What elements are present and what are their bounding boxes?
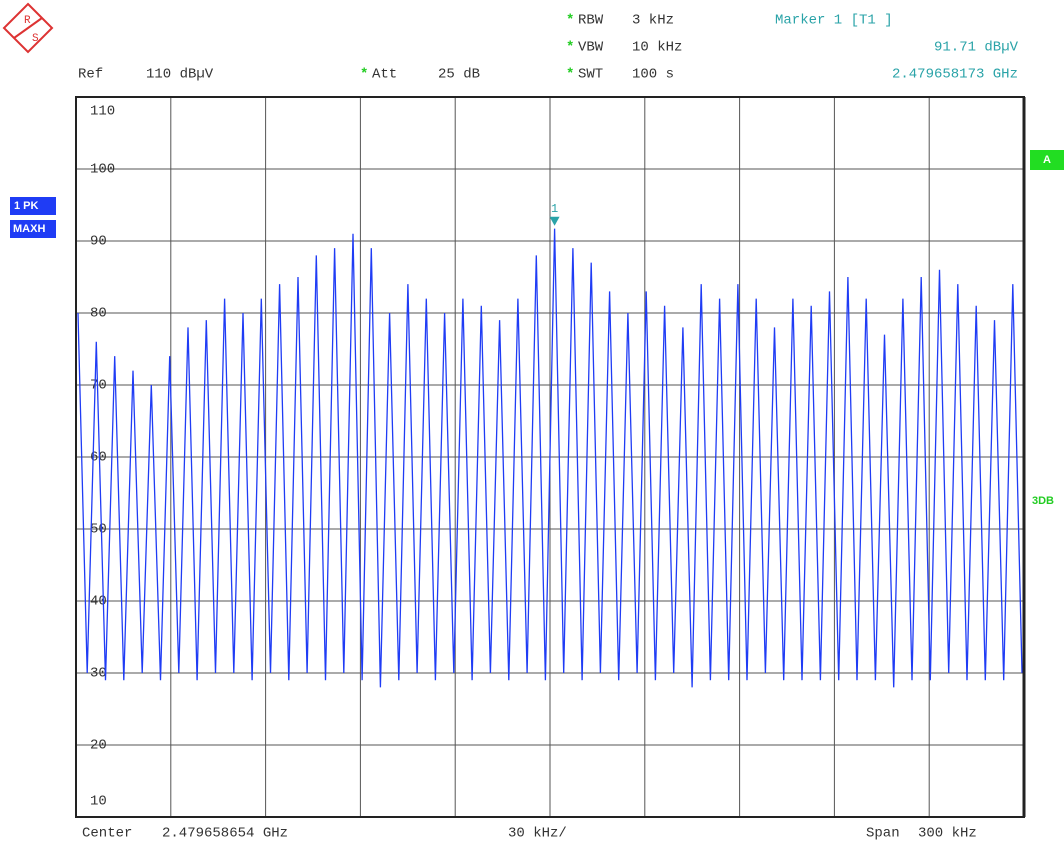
y-tick-label: 10 [90, 794, 107, 810]
mode-label: MAXH [13, 223, 45, 235]
trace-box [10, 197, 56, 215]
star: * [360, 67, 368, 83]
db-label: 3DB [1032, 495, 1054, 507]
y-tick-label: 40 [90, 594, 107, 610]
mode-box [10, 220, 56, 238]
star: * [566, 67, 574, 83]
y-tick-label: 100 [90, 162, 115, 178]
y-tick-label: 80 [90, 306, 107, 322]
vbw-value: 10 kHz [632, 40, 682, 56]
marker-level: 91.71 dBµV [934, 40, 1019, 56]
span-value: 300 kHz [918, 826, 977, 842]
rbw: RBW [578, 13, 604, 29]
trace [77, 228, 1023, 688]
center-value: 2.479658654 GHz [162, 826, 288, 842]
att-value: 25 dB [438, 67, 480, 83]
logo-s: S [32, 33, 39, 45]
star: * [566, 40, 574, 56]
y-tick-label: 60 [90, 450, 107, 466]
marker-number: 1 [551, 202, 558, 216]
y-tick-label: 110 [90, 104, 115, 120]
att: Att [372, 67, 397, 83]
ref: Ref [78, 67, 103, 83]
trace-label: 1 PK [14, 200, 39, 212]
y-tick-label: 20 [90, 738, 107, 754]
per-div: 30 kHz/ [508, 826, 567, 842]
rbw-value: 3 kHz [632, 13, 674, 29]
star: * [566, 13, 574, 29]
y-tick-label: 70 [90, 378, 107, 394]
vbw: VBW [578, 40, 604, 56]
marker [549, 216, 560, 226]
span: Span [866, 826, 900, 842]
y-tick-label: 30 [90, 666, 107, 682]
marker-title: Marker 1 [T1 ] [775, 13, 893, 29]
swt-value: 100 s [632, 67, 674, 83]
swt: SWT [578, 67, 603, 83]
logo-r: R [24, 15, 31, 27]
a-label: A [1043, 154, 1051, 166]
ref-value: 110 dBµV [146, 67, 214, 83]
a-box [1030, 150, 1064, 170]
logo: R S [2, 2, 54, 54]
marker-freq: 2.479658173 GHz [892, 67, 1018, 83]
center: Center [82, 826, 132, 842]
y-tick-label: 90 [90, 234, 107, 250]
y-tick-label: 50 [90, 522, 107, 538]
plot: 1 [77, 202, 1023, 688]
